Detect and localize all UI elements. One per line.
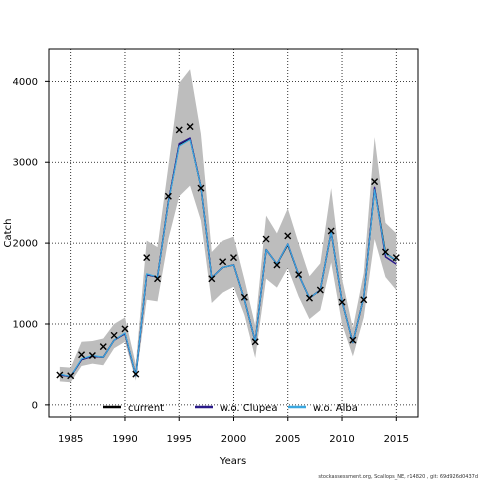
legend-item: w.o. Clupea [195, 403, 277, 414]
observed-point [197, 184, 205, 192]
y-tick-label: 4000 [13, 77, 38, 88]
y-tick-label: 1000 [13, 319, 38, 330]
y-axis-title: Catch [3, 219, 14, 248]
observed-point [338, 298, 346, 306]
observed-point [381, 248, 389, 256]
observed-point [164, 192, 172, 200]
observed-point [273, 261, 281, 269]
legend-label: w.o. Alba [313, 403, 358, 414]
observed-point [154, 275, 162, 283]
observed-point [240, 293, 248, 301]
legend-item: w.o. Alba [288, 403, 358, 414]
observed-point [121, 325, 129, 333]
observed-point [175, 126, 183, 134]
observed-point [143, 254, 151, 262]
series-line-w-o-alba [59, 138, 397, 378]
observed-point [132, 370, 140, 378]
observed-point [392, 254, 400, 262]
x-tick-label: 1990 [112, 434, 137, 445]
x-tick-label: 2000 [221, 434, 246, 445]
x-tick-label: 2010 [329, 434, 354, 445]
observed-point [230, 254, 237, 262]
observed-point [295, 271, 303, 279]
legend: current w.o. Clupea w.o. Alba [103, 403, 358, 414]
observed-point [262, 235, 270, 243]
y-tick-label: 0 [32, 400, 38, 411]
y-tick-label: 2000 [13, 239, 38, 250]
x-tick-label: 2005 [275, 434, 300, 445]
x-axis-title: Years [219, 456, 246, 467]
legend-label: w.o. Clupea [220, 403, 277, 414]
observed-point [67, 372, 75, 380]
observed-point [327, 227, 335, 235]
series-lines [59, 137, 397, 378]
observed-point [110, 331, 118, 339]
observed-point [305, 294, 313, 302]
observed-point [251, 338, 259, 346]
observed-point [208, 275, 216, 283]
axis-ticks: 1985 1990 1995 2000 2005 2010 2015 0 1000 2000 300… [13, 77, 409, 445]
observed-point [78, 351, 86, 359]
observed-point [284, 232, 292, 240]
grid-lines [49, 49, 418, 417]
x-tick-label: 2015 [384, 434, 409, 445]
y-tick-label: 3000 [13, 158, 38, 169]
observed-point [360, 296, 368, 304]
footer-credit: stockassessment.org, Scallops_NE, r14820… [318, 474, 478, 480]
observed-point [99, 343, 107, 351]
observed-points [56, 123, 400, 380]
observed-point [349, 336, 357, 344]
observed-point [186, 123, 194, 131]
observed-point [316, 286, 324, 294]
legend-item: current [103, 403, 164, 414]
observed-point [371, 178, 379, 186]
x-tick-label: 1995 [167, 434, 192, 445]
x-tick-label: 1985 [58, 434, 83, 445]
legend-label: current [128, 403, 164, 414]
confidence-band [59, 69, 397, 383]
observed-point [56, 371, 64, 379]
observed-point [88, 352, 96, 360]
observed-point [219, 258, 227, 266]
